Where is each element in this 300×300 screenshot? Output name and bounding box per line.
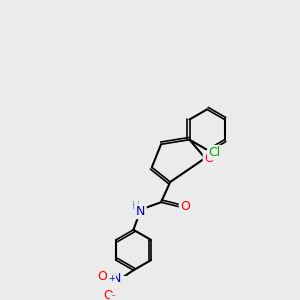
- Text: O: O: [180, 200, 190, 213]
- Text: N: N: [112, 272, 122, 285]
- Text: +: +: [108, 274, 115, 283]
- Text: H: H: [132, 201, 140, 211]
- Text: ⁻: ⁻: [111, 294, 116, 300]
- Text: Cl: Cl: [208, 146, 220, 159]
- Text: O: O: [204, 152, 214, 165]
- Text: O: O: [97, 270, 107, 283]
- Text: N: N: [136, 205, 146, 218]
- Text: O: O: [103, 290, 113, 300]
